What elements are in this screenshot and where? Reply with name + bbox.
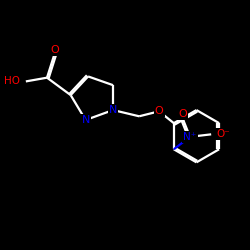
Text: N: N xyxy=(82,115,90,125)
Text: O: O xyxy=(50,45,59,55)
Text: O⁻: O⁻ xyxy=(216,129,230,139)
Text: N: N xyxy=(109,105,117,115)
Text: N⁺: N⁺ xyxy=(183,132,196,142)
Text: HO: HO xyxy=(4,76,20,86)
Text: O: O xyxy=(155,106,164,116)
Text: O: O xyxy=(178,109,187,119)
